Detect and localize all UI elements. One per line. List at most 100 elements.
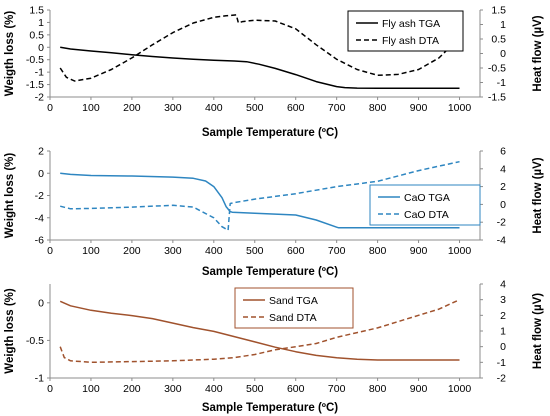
y-tick-label: 1.5 <box>29 5 44 17</box>
x-tick-label: 400 <box>205 383 223 395</box>
y-tick-label: 0.5 <box>29 29 44 41</box>
x-tick-label: 700 <box>328 102 346 114</box>
x-tick-label: 1000 <box>448 383 472 395</box>
x-tick-label: 600 <box>287 383 305 395</box>
x-tick-label: 200 <box>123 102 141 114</box>
fly-ash-panel: 0 100 200 300 400 500 600 700 800 900 10001.510.50… <box>4 5 544 140</box>
sand-panel: 0 100 200 300 400 500 600 700 800 900 1000 0 -0.5 -1 4… <box>4 279 544 415</box>
y-tick-label: -1 <box>35 373 44 385</box>
x-tick-label: 0 <box>47 102 53 114</box>
series-line-fly-ash-dta <box>59 14 461 82</box>
x-tick-label: 0 <box>47 383 53 395</box>
y2-tick-label: 0 <box>500 341 506 353</box>
y-tick-label: -2 <box>35 190 44 202</box>
y2-tick-label: 2 <box>500 181 506 193</box>
y2-tick-label: 0.5 <box>491 34 506 46</box>
x-tick-label: 100 <box>82 245 100 257</box>
legend-label: Fly ash DTA <box>382 35 439 47</box>
y2-tick-label: 0 <box>500 48 506 60</box>
x-axis-title: Sample Temperature (ºC) <box>202 127 338 139</box>
y2-tick-label: -0.5 <box>488 63 506 75</box>
y-tick-label: -4 <box>35 212 44 224</box>
y2-axis-title: Heat flow (µV) <box>532 157 544 233</box>
y2-tick-label: -2 <box>497 217 506 229</box>
y2-tick-label: 1 <box>500 326 506 338</box>
y-tick-label: 2 <box>38 146 44 158</box>
series-line-sand-tga <box>59 300 460 361</box>
y2-tick-label: 0 <box>500 199 506 211</box>
y-axis-title: Weigth loss (%) <box>4 288 16 374</box>
x-tick-label: 600 <box>287 245 305 257</box>
x-tick-label: 100 <box>82 383 100 395</box>
x-tick-label: 200 <box>123 245 141 257</box>
y-axis-title: Weight loss (%) <box>4 153 16 239</box>
y-tick-label: 0 <box>38 168 44 180</box>
y2-tick-label: 3 <box>500 294 506 306</box>
x-tick-label: 500 <box>246 245 264 257</box>
y-tick-label: -0.5 <box>26 54 44 66</box>
y2-tick-label: -1.5 <box>488 92 506 104</box>
legend-label: CaO TGA <box>404 192 450 204</box>
y2-axis-title: Heat flow (µV) <box>532 15 544 91</box>
y-tick-label: 1 <box>38 17 44 29</box>
x-tick-label: 1000 <box>448 102 472 114</box>
y-axis-title: Weigth loss (%) <box>4 11 16 97</box>
y2-tick-label: 4 <box>500 163 506 175</box>
x-tick-label: 900 <box>410 383 428 395</box>
y2-tick-label: 2 <box>500 310 506 322</box>
x-tick-label: 600 <box>287 102 305 114</box>
x-tick-label: 500 <box>246 102 264 114</box>
legend: Sand TGA Sand DTA <box>234 287 354 329</box>
x-tick-label: 800 <box>369 383 387 395</box>
y2-tick-label: -2 <box>497 373 506 385</box>
y2-tick-label: 1 <box>500 19 506 31</box>
legend-box <box>369 184 481 226</box>
series-line-sand-dta <box>59 299 460 364</box>
x-tick-label: 300 <box>164 383 182 395</box>
x-tick-label: 400 <box>205 102 223 114</box>
y-tick-label: -6 <box>35 235 44 247</box>
y2-tick-label: -1 <box>497 77 506 89</box>
y2-tick-label: 6 <box>500 146 506 158</box>
x-tick-label: 900 <box>410 245 428 257</box>
x-tick-label: 700 <box>328 245 346 257</box>
series-line-fly-ash-tga <box>60 46 460 90</box>
legend-label: Sand DTA <box>269 312 317 324</box>
y-tick-label: -2 <box>35 92 44 104</box>
x-tick-label: 200 <box>123 383 141 395</box>
legend-box <box>347 10 464 52</box>
x-tick-label: 300 <box>164 245 182 257</box>
y-tick-label: -1 <box>35 67 44 79</box>
y-tick-label: 0 <box>38 42 44 54</box>
x-tick-label: 100 <box>82 102 100 114</box>
x-tick-label: 700 <box>328 383 346 395</box>
y2-tick-label: -1 <box>497 357 506 369</box>
x-tick-label: 500 <box>246 383 264 395</box>
x-tick-label: 300 <box>164 102 182 114</box>
y2-tick-label: -4 <box>497 235 506 247</box>
series-line-cao-dta <box>60 160 460 231</box>
x-tick-label: 400 <box>205 245 223 257</box>
series-line-cao-tga <box>60 172 460 229</box>
legend: CaO TGA CaO DTA <box>369 184 481 226</box>
x-axis-title: Sample Temperature (ºC) <box>202 266 338 278</box>
y2-tick-label: 1.5 <box>491 5 506 17</box>
legend-label: Fly ash TGA <box>382 18 440 30</box>
x-axis-title: Sample Temperature (ºC) <box>202 402 338 414</box>
y-tick-label: -0.5 <box>26 335 44 347</box>
x-tick-label: 0 <box>47 245 53 257</box>
x-tick-label: 800 <box>369 102 387 114</box>
y-tick-label: -1.5 <box>26 79 44 91</box>
y2-axis-title: Heat flow (µV) <box>532 293 544 369</box>
legend-label: CaO DTA <box>404 209 449 221</box>
y2-tick-label: 4 <box>500 279 506 291</box>
cao-panel: 0 100 200 300 400 500 600 700 800 900 1000 2 0 -2 -4 -6… <box>4 146 544 279</box>
x-tick-label: 1000 <box>448 245 472 257</box>
x-tick-label: 800 <box>369 245 387 257</box>
legend-box <box>234 287 354 329</box>
legend-label: Sand TGA <box>269 295 318 307</box>
y-tick-label: 0 <box>38 297 44 309</box>
x-tick-label: 900 <box>410 102 428 114</box>
legend: Fly ash TGA Fly ash DTA <box>347 10 464 52</box>
